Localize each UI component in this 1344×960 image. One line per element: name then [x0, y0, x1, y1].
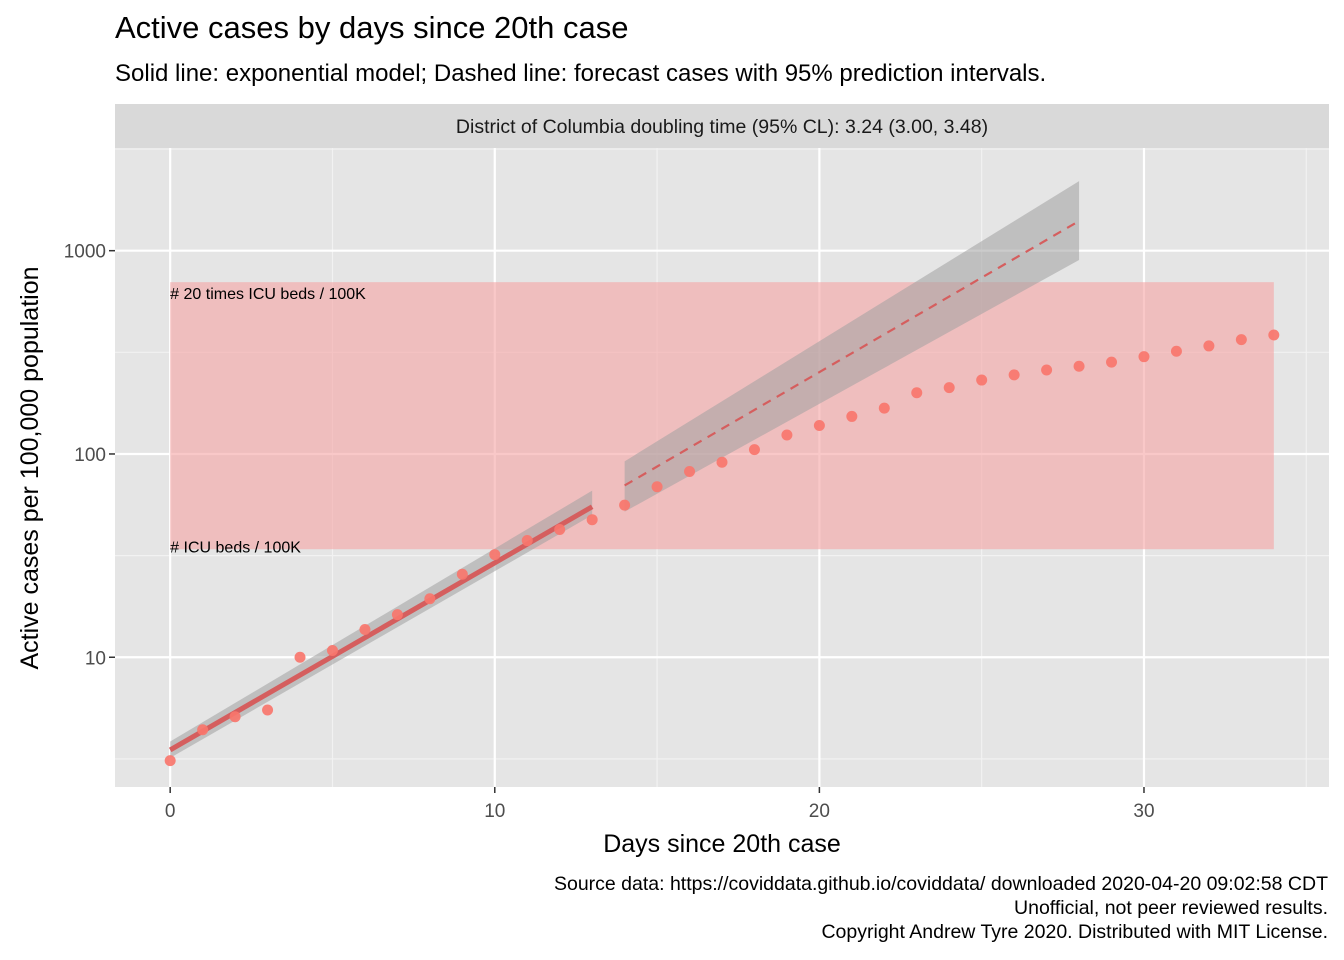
- caption-source: Source data: https://coviddata.github.io…: [553, 873, 1328, 895]
- data-point: [326, 644, 338, 656]
- data-point: [1106, 356, 1118, 368]
- data-points: [164, 329, 1280, 767]
- data-point: [456, 568, 468, 580]
- data-point: [1203, 340, 1215, 352]
- data-point: [651, 481, 663, 493]
- x-axis: 0 10 20 30: [165, 787, 1155, 822]
- forecast-prediction-band: [624, 181, 1080, 512]
- facet-strip-label: District of Columbia doubling time (95% …: [456, 116, 988, 138]
- x-tick-label: 10: [484, 801, 505, 822]
- forecast-line: [624, 220, 1080, 487]
- data-point: [424, 593, 436, 605]
- data-point: [813, 420, 825, 432]
- chart-subtitle: Solid line: exponential model; Dashed li…: [115, 60, 1047, 87]
- data-point: [294, 651, 306, 663]
- caption: Source data: https://coviddata.github.io…: [554, 872, 1328, 944]
- chart-title: Active cases by days since 20th case: [115, 10, 629, 45]
- data-point: [586, 514, 598, 526]
- data-point: [359, 623, 371, 635]
- y-tick-label: 1000: [64, 242, 106, 263]
- data-point: [489, 549, 501, 561]
- x-tick-label: 0: [165, 801, 176, 822]
- x-axis-title: Days since 20th case: [603, 830, 841, 858]
- data-point: [943, 382, 955, 394]
- caption-disclaimer: Unofficial, not peer reviewed results.: [1014, 897, 1328, 919]
- data-point: [197, 724, 209, 736]
- model-line-layer: [168, 220, 1080, 753]
- data-point: [781, 429, 793, 441]
- data-point: [554, 524, 566, 536]
- data-point: [716, 456, 728, 468]
- y-tick-label: 100: [74, 445, 106, 466]
- data-point: [1008, 369, 1020, 381]
- data-point: [1138, 351, 1150, 363]
- y-axis: 10 100 1000: [64, 242, 115, 669]
- data-point: [748, 444, 760, 456]
- x-tick-label: 20: [809, 801, 830, 822]
- data-point: [1170, 345, 1182, 357]
- data-point: [846, 410, 858, 422]
- data-point: [1073, 360, 1085, 372]
- data-point: [911, 387, 923, 399]
- y-tick-label: 10: [85, 648, 106, 669]
- exponential-fit-line: [168, 504, 594, 753]
- data-point: [391, 609, 403, 621]
- y-axis-title: Active cases per 100,000 population: [16, 266, 44, 669]
- annotation-label: # ICU beds / 100K: [170, 540, 301, 557]
- data-point: [262, 704, 274, 716]
- data-point: [164, 755, 176, 767]
- annotations: # 20 times ICU beds / 100K # ICU beds / 1…: [170, 286, 366, 557]
- caption-copyright: Copyright Andrew Tyre 2020. Distributed …: [821, 921, 1328, 943]
- data-point: [229, 711, 241, 723]
- data-point: [521, 535, 533, 547]
- data-point: [976, 374, 988, 386]
- x-tick-label: 30: [1133, 801, 1154, 822]
- data-point: [619, 499, 631, 511]
- data-point: [1268, 329, 1280, 341]
- data-point: [1235, 334, 1247, 346]
- facet-strip: [115, 104, 1329, 148]
- data-point: [878, 402, 890, 414]
- data-point: [684, 465, 696, 477]
- annotation-label: # 20 times ICU beds / 100K: [170, 286, 366, 303]
- data-point: [1041, 364, 1053, 376]
